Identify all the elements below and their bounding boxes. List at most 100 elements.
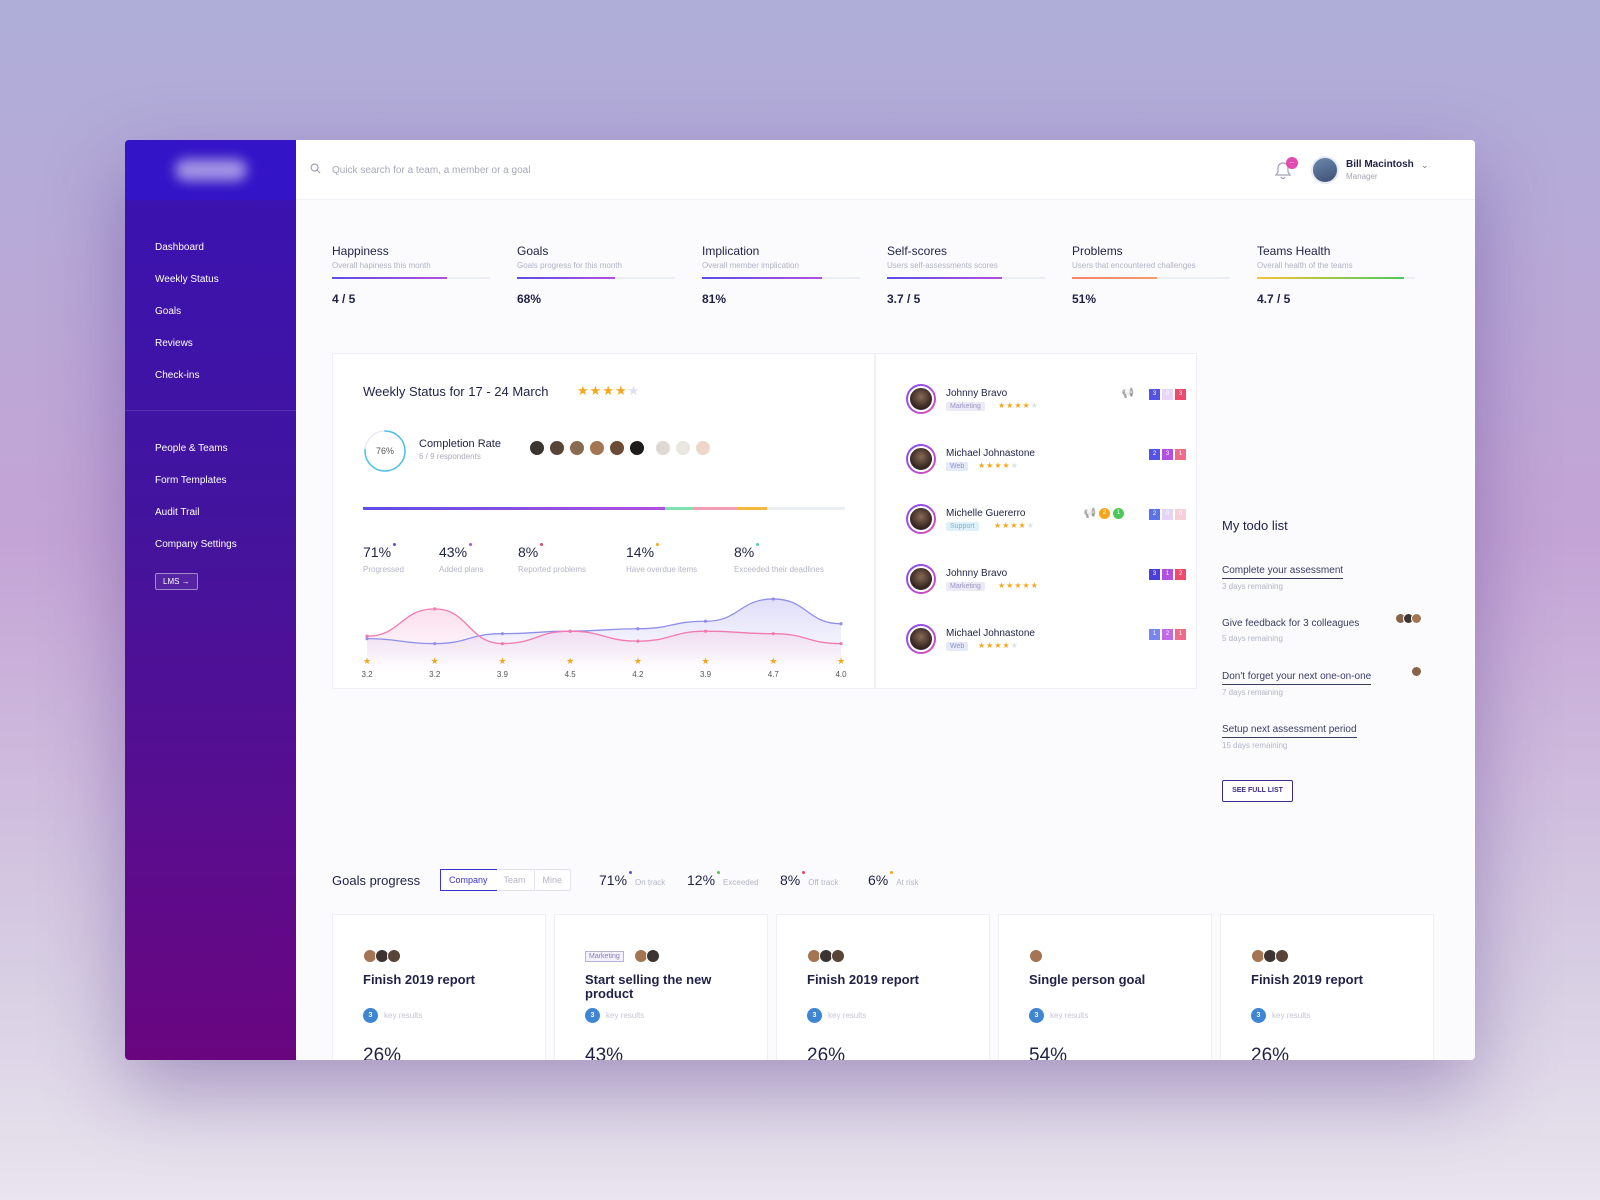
status-count[interactable]: 2 (1149, 449, 1160, 460)
goal-title[interactable]: Finish 2019 report (363, 972, 475, 987)
avatar[interactable] (1275, 949, 1289, 963)
status-count[interactable]: 3 (1175, 389, 1186, 400)
data-point[interactable] (433, 642, 437, 646)
status-count[interactable]: 0 (1162, 389, 1173, 400)
data-point[interactable] (703, 629, 708, 633)
sidebar-item-dashboard[interactable]: Dashboard (155, 242, 204, 253)
data-point[interactable] (568, 629, 572, 633)
avatar[interactable] (655, 440, 671, 456)
data-point[interactable] (839, 622, 843, 626)
avatar[interactable] (529, 440, 545, 456)
status-count[interactable]: 0 (1162, 509, 1173, 520)
data-point[interactable] (365, 637, 369, 641)
data-point[interactable] (500, 632, 505, 636)
user-name[interactable]: Bill Macintosh (1346, 159, 1414, 170)
team-member-row[interactable]: Michael Johnastone Web ★★★★★ 1 2 1 (906, 624, 1186, 658)
key-results[interactable]: 3 key results (585, 1008, 644, 1023)
key-results[interactable]: 3 key results (1029, 1008, 1088, 1023)
tab-mine[interactable]: Mine (534, 870, 571, 890)
avatar[interactable] (569, 440, 585, 456)
todo-label[interactable]: Give feedback for 3 colleagues (1222, 618, 1360, 629)
status-count[interactable]: 3 (1149, 389, 1160, 400)
sidebar-item-form-templates[interactable]: Form Templates (155, 475, 227, 486)
status-count[interactable]: 1 (1175, 449, 1186, 460)
status-count[interactable]: 2 (1175, 569, 1186, 580)
avatar[interactable] (1029, 949, 1043, 963)
member-name[interactable]: Johnny Bravo (946, 388, 1008, 399)
status-count[interactable]: 2 (1149, 509, 1160, 520)
avatar[interactable] (549, 440, 565, 456)
key-results[interactable]: 3 key results (363, 1008, 422, 1023)
sidebar-item-reviews[interactable]: Reviews (155, 338, 193, 349)
member-name[interactable]: Michelle Guererro (946, 508, 1026, 519)
data-point[interactable] (433, 607, 437, 611)
data-point[interactable] (771, 632, 775, 636)
status-count[interactable]: 1 (1175, 629, 1186, 640)
avatar[interactable] (695, 440, 711, 456)
team-member-row[interactable]: Michelle Guererro Support ★★★★★ 📢 2 1 2 0 0 (906, 504, 1186, 538)
todo-label[interactable]: Complete your assessment (1222, 565, 1344, 579)
goal-title[interactable]: Finish 2019 report (807, 972, 919, 987)
team-member-row[interactable]: Michael Johnastone Web ★★★★★ 2 3 1 (906, 444, 1186, 478)
sidebar-item-company-settings[interactable]: Company Settings (155, 539, 237, 550)
status-count[interactable]: 3 (1162, 449, 1173, 460)
team-member-row[interactable]: Johnny Bravo Marketing ★★★★★ 📢 3 0 3 (906, 384, 1186, 418)
status-count[interactable]: 3 (1149, 569, 1160, 580)
member-name[interactable]: Michael Johnastone (946, 448, 1035, 459)
see-full-list-button[interactable]: SEE FULL LIST (1222, 780, 1293, 802)
team-member-row[interactable]: Johnny Bravo Marketing ★★★★★ 3 1 2 (906, 564, 1186, 598)
avatar[interactable] (906, 624, 936, 654)
avatar[interactable] (589, 440, 605, 456)
key-results[interactable]: 3 key results (807, 1008, 866, 1023)
status-count[interactable]: 1 (1149, 629, 1160, 640)
user-avatar[interactable] (1311, 156, 1339, 184)
data-point[interactable] (365, 634, 369, 638)
data-point[interactable] (636, 627, 640, 631)
data-point[interactable] (771, 597, 775, 601)
avatar[interactable] (1411, 666, 1422, 677)
avatar[interactable] (645, 949, 660, 963)
status-count[interactable]: 2 (1162, 629, 1173, 640)
sidebar-item-goals[interactable]: Goals (155, 306, 182, 317)
avatar[interactable] (906, 564, 936, 594)
avatar[interactable] (629, 440, 645, 456)
sidebar-item-people-teams[interactable]: People & Teams (155, 443, 228, 454)
todo-label[interactable]: Don't forget your next one-on-one (1222, 671, 1372, 685)
megaphone-icon[interactable]: 📢 (1083, 508, 1096, 519)
member-name[interactable]: Michael Johnastone (946, 628, 1035, 639)
search-input[interactable] (332, 160, 752, 180)
avatar[interactable] (1411, 613, 1422, 624)
status-count[interactable]: 0 (1175, 509, 1186, 520)
avatar[interactable] (831, 949, 845, 963)
avatar[interactable] (387, 949, 401, 963)
todo-label[interactable]: Setup next assessment period (1222, 724, 1357, 738)
data-point[interactable] (703, 619, 708, 623)
goal-title[interactable]: Start selling the new product (585, 972, 712, 1001)
logo[interactable] (125, 140, 296, 200)
status-count[interactable]: 1 (1162, 569, 1173, 580)
chevron-down-icon[interactable]: ⌄ (1421, 160, 1429, 170)
sidebar-item-audit-trail[interactable]: Audit Trail (155, 507, 200, 518)
sidebar-item-check-ins[interactable]: Check-ins (155, 370, 200, 381)
avatar[interactable] (675, 440, 691, 456)
avatar[interactable] (906, 504, 936, 534)
tab-team[interactable]: Team (495, 870, 535, 890)
tab-company[interactable]: Company (440, 869, 497, 891)
sidebar-item-weekly-status[interactable]: Weekly Status (155, 274, 219, 285)
goal-card[interactable]: Marketing Start selling the new product 3 k… (554, 914, 768, 1060)
lms-button[interactable]: LMS → (155, 573, 198, 590)
avatar[interactable] (906, 384, 936, 414)
avatar[interactable] (906, 444, 936, 474)
data-point[interactable] (636, 639, 640, 643)
goal-title[interactable]: Finish 2019 report (1251, 972, 1363, 987)
goal-title[interactable]: Single person goal (1029, 972, 1146, 987)
data-point[interactable] (839, 642, 843, 646)
key-results[interactable]: 3 key results (1251, 1008, 1310, 1023)
data-point[interactable] (500, 642, 505, 646)
avatar[interactable] (609, 440, 625, 456)
member-name[interactable]: Johnny Bravo (946, 568, 1008, 579)
